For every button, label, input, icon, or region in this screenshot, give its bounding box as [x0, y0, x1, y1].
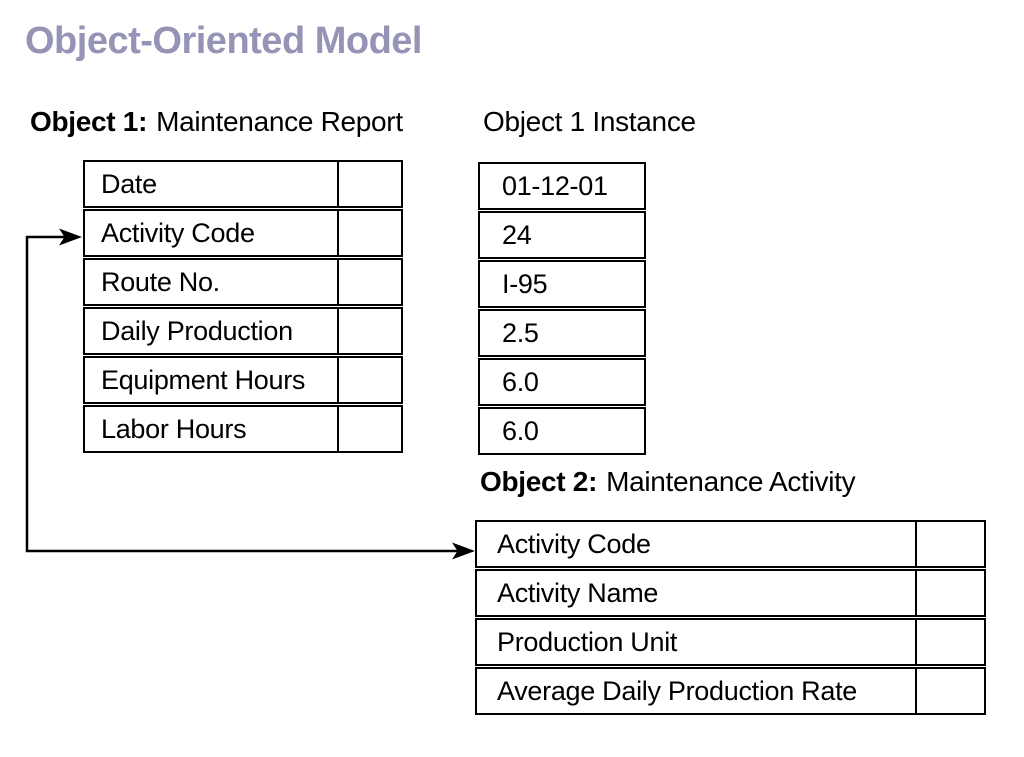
table-row: Activity Name: [475, 569, 986, 617]
object1-value-cell: [337, 160, 403, 208]
object2-value-cell: [915, 618, 986, 666]
instance-value-activity-code: 24: [478, 211, 646, 259]
instance-value-route-no: I-95: [478, 260, 646, 308]
object1-table: Date Activity Code Route No. Daily Produ…: [83, 160, 403, 453]
arrowhead-object2: [452, 542, 475, 560]
object2-heading-name: Maintenance Activity: [606, 466, 856, 497]
object1-attr-daily-production: Daily Production: [83, 307, 339, 355]
table-row: 6.0: [478, 407, 646, 455]
table-row: Route No.: [83, 258, 403, 306]
object1-value-cell: [337, 356, 403, 404]
instance-value-date: 01-12-01: [478, 162, 646, 210]
object1-value-cell: [337, 405, 403, 453]
table-row: I-95: [478, 260, 646, 308]
instance-heading: Object 1 Instance: [483, 106, 696, 137]
instance-value-daily-production: 2.5: [478, 309, 646, 357]
object1-attr-equipment-hours: Equipment Hours: [83, 356, 339, 404]
table-row: Labor Hours: [83, 405, 403, 453]
object2-value-cell: [915, 520, 986, 568]
table-row: Equipment Hours: [83, 356, 403, 404]
table-row: Date: [83, 160, 403, 208]
object2-attr-avg-daily-production-rate: Average Daily Production Rate: [475, 667, 917, 715]
object2-attr-activity-name: Activity Name: [475, 569, 917, 617]
table-row: Daily Production: [83, 307, 403, 355]
object1-heading-name: Maintenance Report: [156, 106, 403, 137]
object2-value-cell: [915, 667, 986, 715]
object1-heading: Object 1: Maintenance Report: [30, 106, 403, 138]
table-row: Activity Code: [475, 520, 986, 568]
object2-value-cell: [915, 569, 986, 617]
object1-heading-label: Object 1:: [30, 106, 148, 137]
table-row: 6.0: [478, 358, 646, 406]
table-row: 01-12-01: [478, 162, 646, 210]
object1-attr-labor-hours: Labor Hours: [83, 405, 339, 453]
object2-attr-production-unit: Production Unit: [475, 618, 917, 666]
instance-value-labor-hours: 6.0: [478, 407, 646, 455]
object1-attr-activity-code: Activity Code: [83, 209, 339, 257]
instance-value-equipment-hours: 6.0: [478, 358, 646, 406]
object1-value-cell: [337, 307, 403, 355]
object2-heading-label: Object 2:: [480, 466, 598, 497]
instance-table: 01-12-01 24 I-95 2.5 6.0 6.0: [478, 162, 646, 455]
object2-heading: Object 2: Maintenance Activity: [480, 466, 856, 498]
object1-attr-date: Date: [83, 160, 339, 208]
page-title: Object-Oriented Model: [25, 20, 422, 62]
object1-attr-route-no: Route No.: [83, 258, 339, 306]
object1-value-cell: [337, 209, 403, 257]
arrowhead-object1: [59, 228, 82, 246]
table-row: 24: [478, 211, 646, 259]
table-row: Production Unit: [475, 618, 986, 666]
table-row: Activity Code: [83, 209, 403, 257]
object2-attr-activity-code: Activity Code: [475, 520, 917, 568]
table-row: Average Daily Production Rate: [475, 667, 986, 715]
object1-value-cell: [337, 258, 403, 306]
table-row: 2.5: [478, 309, 646, 357]
object2-table: Activity Code Activity Name Production U…: [475, 520, 986, 715]
